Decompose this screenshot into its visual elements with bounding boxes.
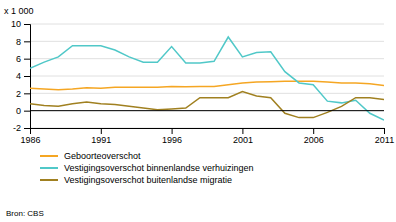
legend-label: Geboorteoverschot [64, 151, 141, 161]
tick-mark [313, 128, 314, 134]
legend-swatch [40, 167, 58, 169]
legend-label: Vestigingsoverschot buitenlandse migrati… [64, 175, 232, 185]
legend: Geboorteoverschot Vestigingsoverschot bin… [40, 151, 254, 185]
x-axis: 1986 1991 1996 2001 2006 2011 [20, 128, 394, 145]
series-line [30, 92, 384, 118]
tick-mark [101, 128, 102, 134]
tick: 2001 [233, 128, 253, 145]
tick-label: 1996 [162, 135, 182, 145]
grid-line [30, 110, 384, 111]
zero-line [30, 110, 384, 111]
tick: 1996 [162, 128, 182, 145]
grid-line [30, 58, 384, 59]
legend-swatch [40, 179, 58, 181]
legend-item: Geboorteoverschot [40, 151, 141, 161]
chart: 1986 1991 1996 2001 2006 2011 -2 0 2 4 6 8 10 x 1 000… [0, 0, 396, 222]
tick-mark [24, 41, 30, 42]
tick-mark [24, 111, 30, 112]
tick: 2 [16, 89, 30, 99]
plot: 1986 1991 1996 2001 2006 2011 -2 0 2 4 6 8 10 [11, 19, 394, 145]
tick-label: 10 [11, 19, 21, 29]
tick: 0 [16, 106, 30, 116]
series-line [30, 81, 384, 90]
tick-label: 2011 [375, 135, 394, 145]
tick: 8 [16, 37, 30, 47]
grid-line [30, 24, 384, 25]
axis-line [24, 25, 31, 129]
tick-label: 1991 [91, 135, 111, 145]
tick-label: 2006 [304, 135, 324, 145]
tick-label: 6 [16, 54, 21, 64]
y-label: x 1 000 [4, 6, 34, 16]
axis-line [31, 129, 385, 135]
tick: 1991 [91, 128, 111, 145]
tick-label: 1986 [20, 135, 40, 145]
tick-label: 4 [16, 71, 21, 81]
lines [30, 37, 384, 120]
grid [30, 24, 384, 128]
tick: 1986 [20, 128, 40, 145]
tick-label: -2 [13, 123, 21, 133]
grid-line [30, 76, 384, 77]
tick-label: 8 [16, 37, 21, 47]
tick-mark [24, 93, 30, 94]
y-axis: -2 0 2 4 6 8 10 [11, 19, 31, 133]
grid-line [30, 41, 384, 42]
tick-label: 2001 [233, 135, 253, 145]
annotation: Bron: CBS [6, 209, 44, 218]
tick-mark [242, 128, 243, 134]
legend-swatch [40, 155, 58, 157]
tick-mark [24, 76, 30, 77]
legend-item: Vestigingsoverschot binnenlandse verhuiz… [40, 163, 254, 173]
tick: 2011 [375, 128, 394, 145]
tick: 10 [11, 19, 30, 29]
series-line [30, 37, 384, 120]
tick: -2 [13, 123, 30, 133]
grid-line [30, 93, 384, 94]
tick-mark [24, 59, 30, 60]
legend-item: Vestigingsoverschot buitenlandse migrati… [40, 175, 232, 185]
tick: 2006 [304, 128, 324, 145]
tick-mark [24, 128, 30, 129]
tick: 4 [16, 71, 30, 81]
tick-mark [24, 24, 30, 25]
tick-mark [384, 128, 385, 134]
tick-label: 0 [16, 106, 21, 116]
tick-mark [172, 128, 173, 134]
tick-label: 2 [16, 89, 21, 99]
tick: 6 [16, 54, 30, 64]
legend-label: Vestigingsoverschot binnenlandse verhuiz… [64, 163, 254, 173]
